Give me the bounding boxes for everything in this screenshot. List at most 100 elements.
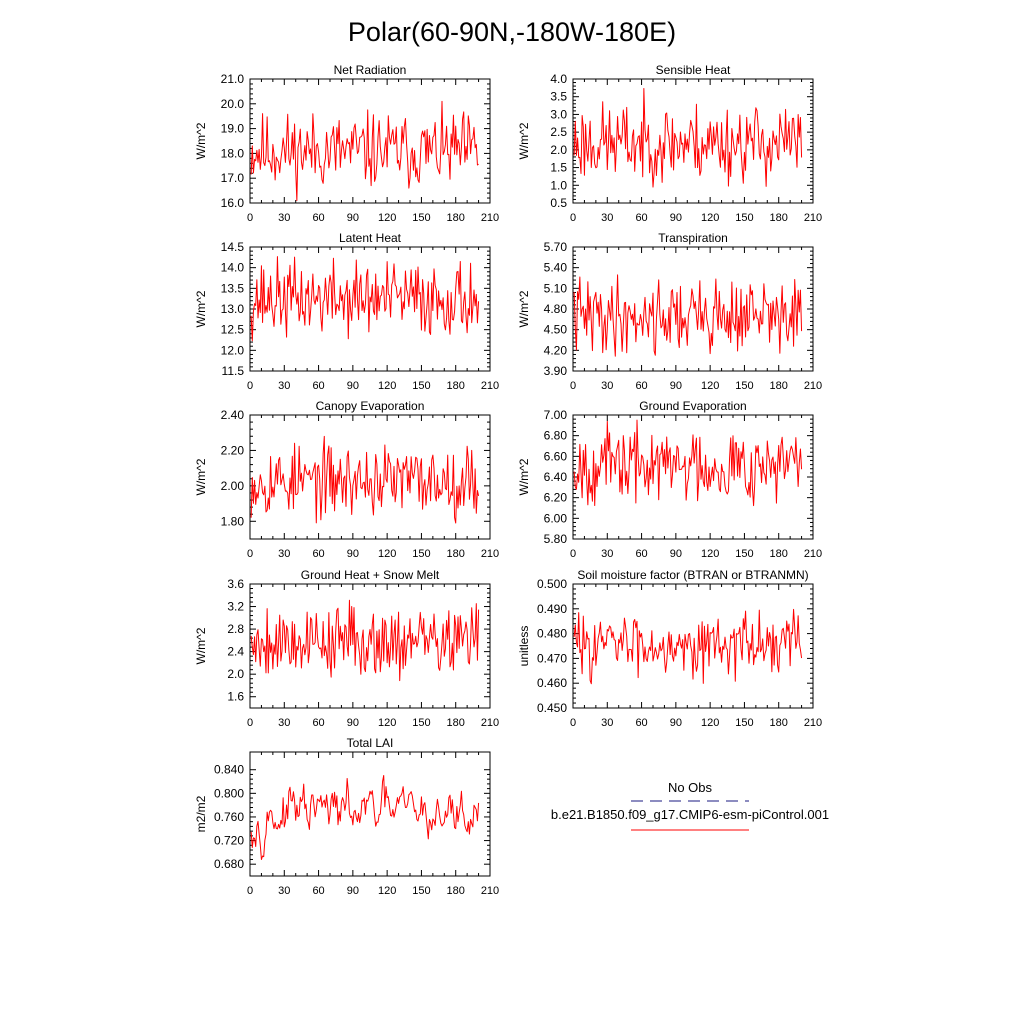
y-axis-label: W/m^2 — [517, 122, 531, 159]
legend-obs-label: No Obs — [668, 780, 713, 795]
y-tick-label: 0.470 — [537, 651, 567, 665]
x-tick-label: 120 — [701, 380, 719, 392]
y-tick-label: 16.0 — [221, 196, 245, 210]
y-tick-label: 13.0 — [221, 302, 245, 316]
y-tick-label: 4.20 — [544, 343, 568, 357]
y-tick-label: 17.0 — [221, 171, 245, 185]
x-tick-label: 180 — [770, 548, 788, 560]
series-line — [573, 88, 803, 188]
panel-6: Ground Evaporation W/m^2 0 30 60 90 120 150 180 2… — [517, 399, 822, 560]
y-tick-label: 4.50 — [544, 323, 568, 337]
panel-3: Latent Heat W/m^2 0 30 60 90 120 150 180 210 11.5 1… — [194, 231, 499, 392]
y-tick-label: 2.20 — [221, 443, 245, 457]
x-tick-label: 60 — [635, 212, 647, 224]
plot-frame — [572, 78, 814, 204]
x-tick-label: 60 — [635, 548, 647, 560]
x-tick-label: 90 — [347, 717, 359, 729]
x-tick-label: 30 — [601, 717, 613, 729]
x-tick-label: 210 — [804, 380, 822, 392]
x-tick-label: 180 — [447, 548, 465, 560]
x-tick-label: 120 — [378, 885, 396, 897]
x-tick-label: 180 — [447, 717, 465, 729]
x-tick-label: 210 — [481, 548, 499, 560]
figure-title: Polar(60-90N,-180W-180E) — [348, 17, 676, 47]
y-tick-label: 3.5 — [550, 90, 567, 104]
y-tick-label: 4.80 — [544, 302, 568, 316]
y-tick-label: 6.80 — [544, 429, 568, 443]
x-tick-label: 30 — [278, 717, 290, 729]
x-tick-label: 180 — [770, 212, 788, 224]
x-tick-label: 210 — [804, 717, 822, 729]
legend: No Obs b.e21.B1850.f09_g17.CMIP6-esm-piC… — [551, 780, 829, 831]
x-tick-label: 60 — [312, 212, 324, 224]
x-tick-label: 150 — [412, 548, 430, 560]
x-tick-label: 210 — [481, 212, 499, 224]
x-tick-label: 120 — [378, 548, 396, 560]
x-tick-label: 150 — [412, 380, 430, 392]
x-tick-label: 30 — [601, 548, 613, 560]
panel-title: Ground Evaporation — [639, 399, 746, 413]
x-tick-label: 0 — [570, 380, 576, 392]
x-tick-label: 210 — [804, 212, 822, 224]
y-tick-label: 2.40 — [221, 408, 245, 422]
panel-2: Sensible Heat W/m^2 0 30 60 90 120 150 180 210 0.5… — [517, 63, 822, 224]
y-tick-label: 6.60 — [544, 449, 568, 463]
plot-frame — [249, 414, 491, 540]
y-tick-label: 0.720 — [214, 834, 244, 848]
plot-frame — [572, 583, 814, 709]
y-tick-label: 5.40 — [544, 261, 568, 275]
y-tick-label: 0.500 — [537, 577, 567, 591]
series-line — [250, 599, 480, 682]
x-tick-label: 150 — [735, 212, 753, 224]
x-tick-label: 0 — [247, 212, 253, 224]
y-tick-label: 2.0 — [227, 667, 244, 681]
x-tick-label: 120 — [701, 717, 719, 729]
x-tick-label: 0 — [247, 717, 253, 729]
y-tick-label: 3.0 — [550, 107, 567, 121]
y-tick-label: 2.0 — [550, 143, 567, 157]
series-line — [573, 274, 803, 357]
y-tick-label: 3.2 — [227, 600, 244, 614]
panels: Net Radiation W/m^2 0 30 60 90 120 150 180 210 16.… — [194, 63, 822, 897]
panel-title: Net Radiation — [334, 63, 407, 77]
x-tick-label: 150 — [412, 885, 430, 897]
y-axis-label: W/m^2 — [194, 458, 208, 495]
x-tick-label: 60 — [312, 717, 324, 729]
x-tick-label: 150 — [735, 548, 753, 560]
y-axis-label: W/m^2 — [517, 458, 531, 495]
x-tick-label: 150 — [735, 380, 753, 392]
x-tick-label: 60 — [635, 717, 647, 729]
x-tick-label: 180 — [447, 212, 465, 224]
x-tick-label: 180 — [770, 380, 788, 392]
x-tick-label: 90 — [670, 548, 682, 560]
panel-1: Net Radiation W/m^2 0 30 60 90 120 150 180 210 16.… — [194, 63, 499, 224]
y-tick-label: 0.490 — [537, 602, 567, 616]
panel-title: Soil moisture factor (BTRAN or BTRANMN) — [577, 568, 808, 582]
y-tick-label: 0.460 — [537, 676, 567, 690]
y-tick-label: 0.760 — [214, 810, 244, 824]
series-line — [250, 256, 480, 342]
y-tick-label: 12.5 — [221, 323, 245, 337]
panel-title: Ground Heat + Snow Melt — [301, 568, 440, 582]
x-tick-label: 30 — [278, 885, 290, 897]
x-tick-label: 120 — [701, 212, 719, 224]
plot-frame — [249, 583, 491, 709]
x-tick-label: 30 — [601, 212, 613, 224]
x-tick-label: 60 — [635, 380, 647, 392]
panel-8: Soil moisture factor (BTRAN or BTRANMN) u… — [517, 568, 822, 729]
x-tick-label: 120 — [378, 717, 396, 729]
y-tick-label: 0.450 — [537, 701, 567, 715]
y-tick-label: 0.680 — [214, 857, 244, 871]
panel-title: Transpiration — [658, 231, 728, 245]
y-axis-label: W/m^2 — [194, 290, 208, 327]
x-tick-label: 180 — [447, 885, 465, 897]
y-axis-label: W/m^2 — [194, 122, 208, 159]
x-tick-label: 0 — [570, 717, 576, 729]
x-tick-label: 30 — [278, 548, 290, 560]
x-tick-label: 60 — [312, 548, 324, 560]
series-line — [250, 100, 479, 202]
panel-title: Total LAI — [347, 736, 394, 750]
x-tick-label: 90 — [347, 212, 359, 224]
y-tick-label: 20.0 — [221, 97, 245, 111]
